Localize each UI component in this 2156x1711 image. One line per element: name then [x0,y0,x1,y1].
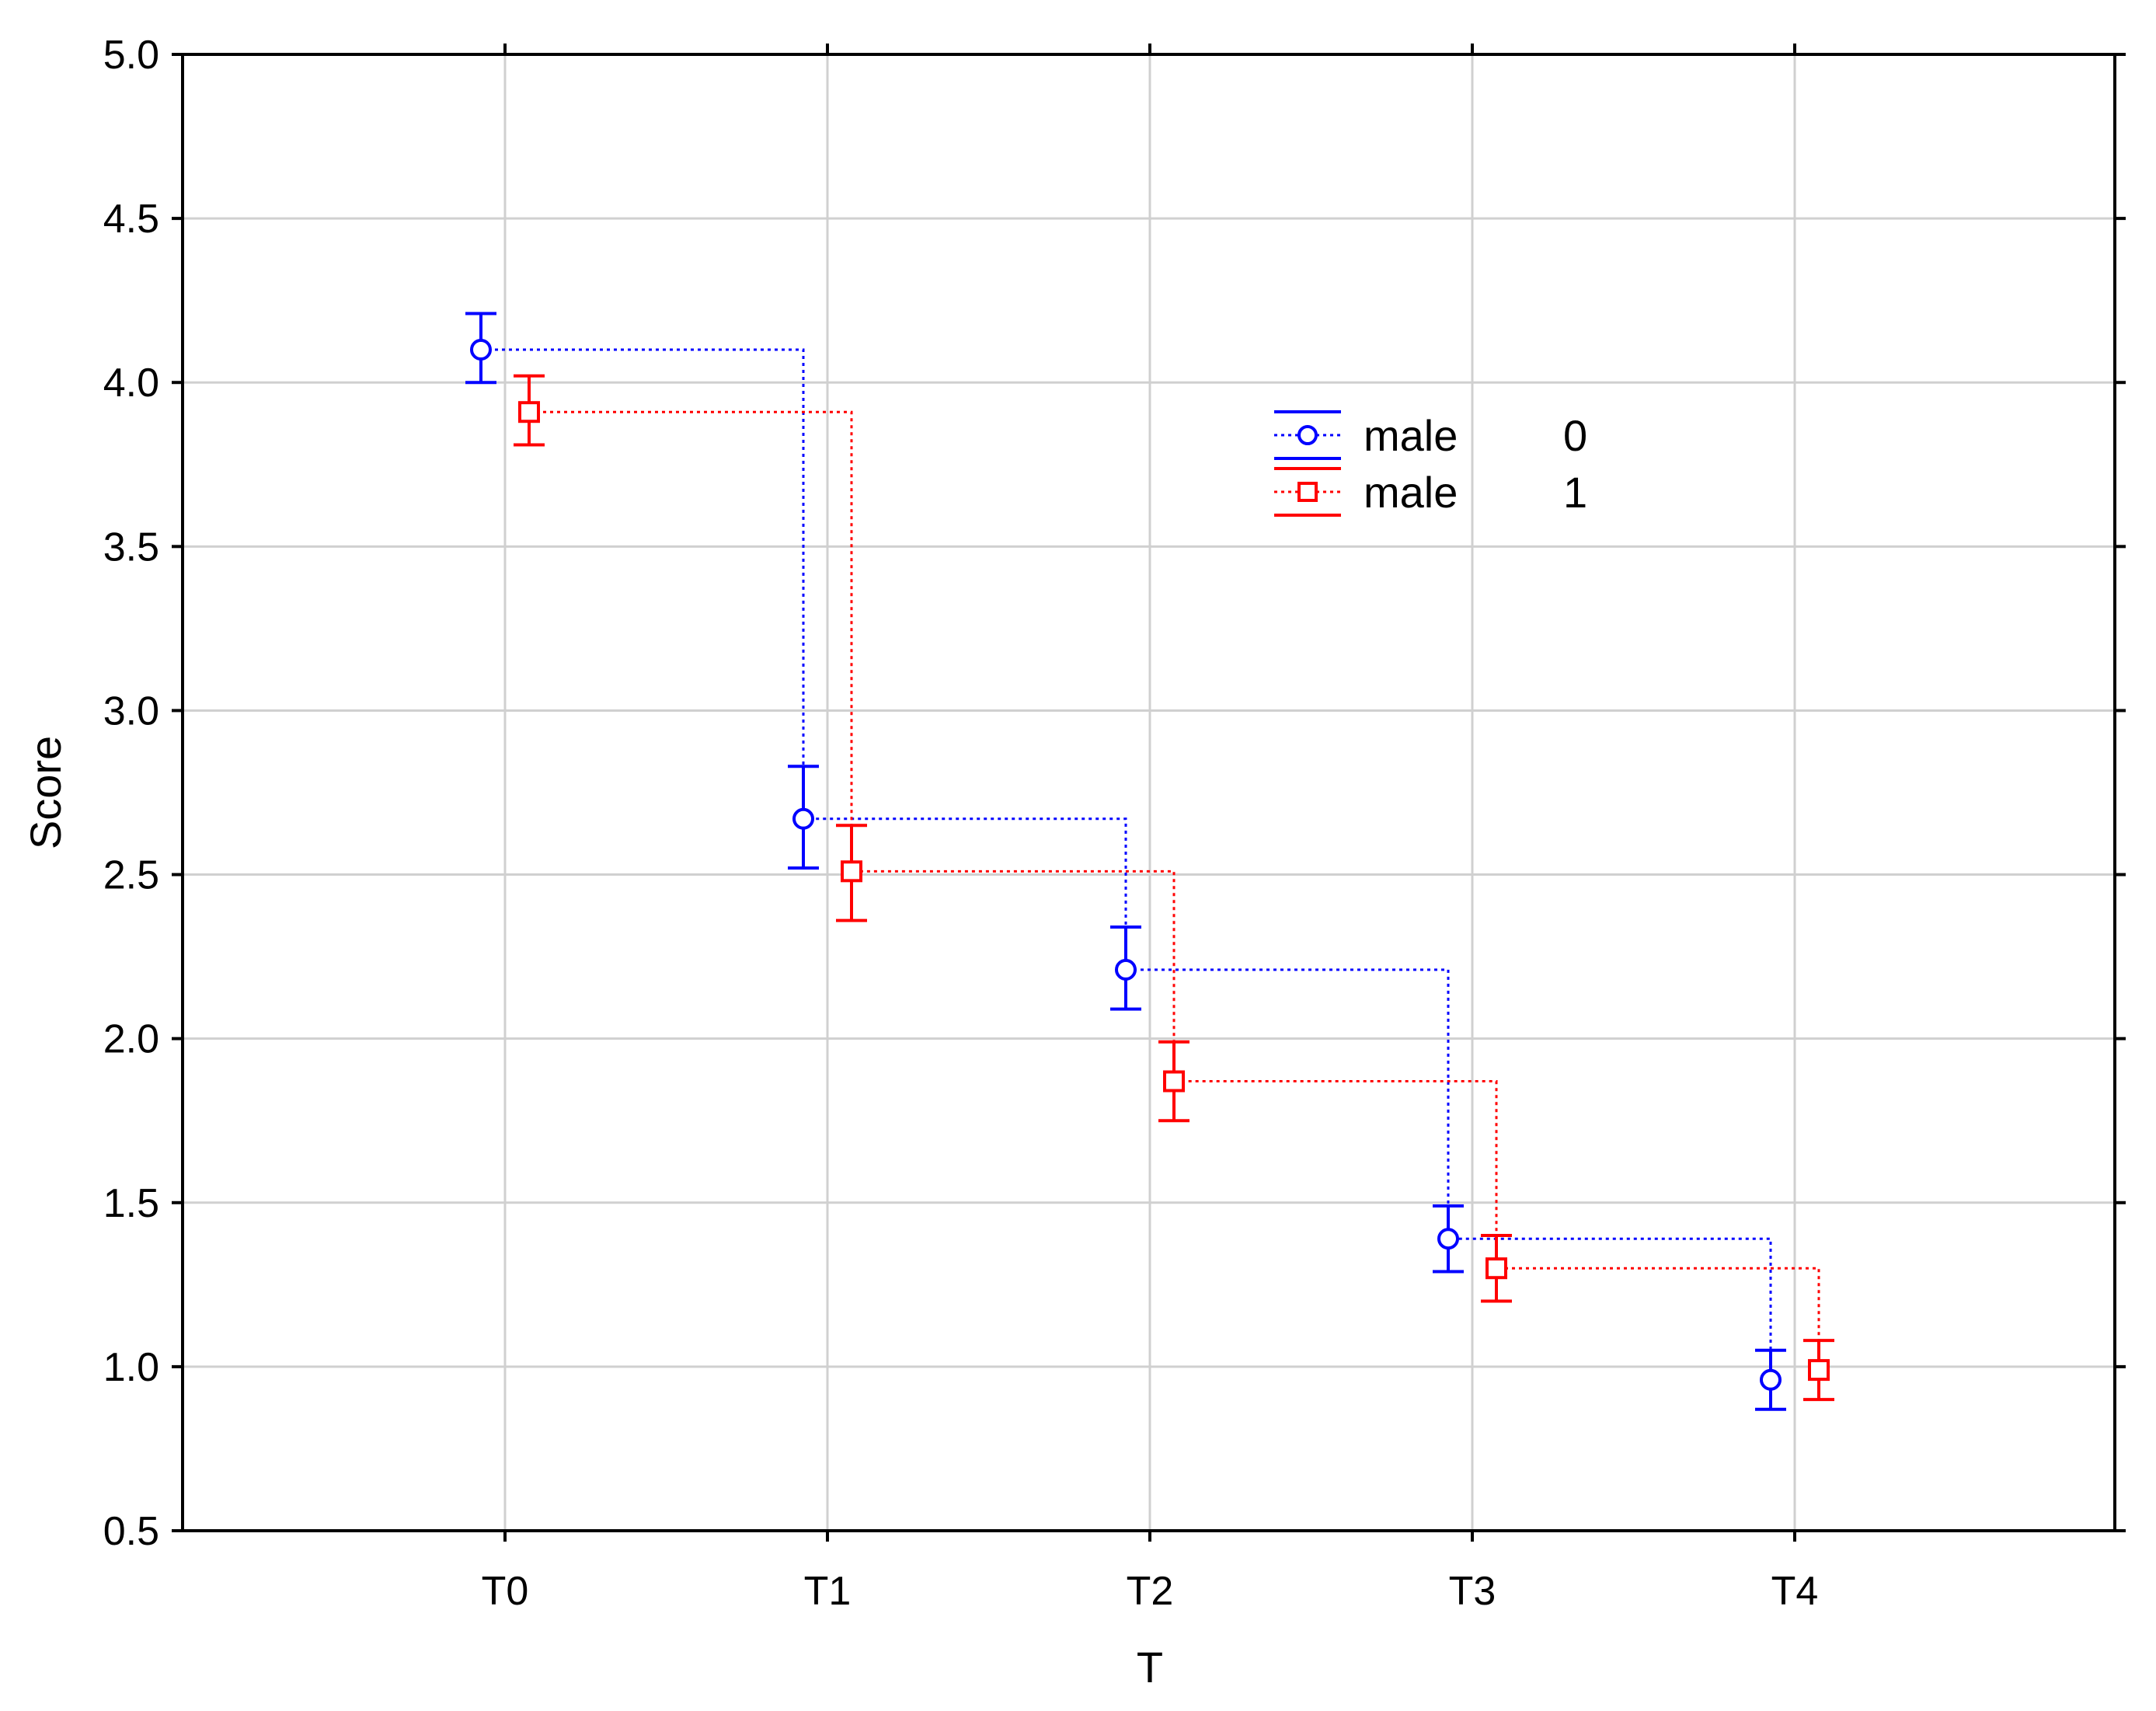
data-point [1115,959,1137,981]
y-axis-title: Score [21,736,70,849]
legend: male 0 male 1 [1274,410,1587,517]
series-layer [465,312,1834,1411]
y-tick-label: 3.5 [103,524,159,570]
legend-symbol-0 [1274,410,1341,460]
data-point [1486,1257,1507,1280]
legend-symbol-1 [1274,467,1341,517]
y-tick-label: 1.0 [103,1345,159,1390]
series-0 [465,312,1786,1411]
series-0-step-line [481,348,1772,1380]
x-tick-label: T0 [482,1569,529,1614]
series-1-step-line [529,410,1820,1371]
series-1 [514,374,1834,1402]
legend-item-series-0: male 0 [1274,410,1587,460]
data-point [1163,1070,1185,1092]
legend-label-0: male [1364,411,1458,460]
grid [183,53,2115,1532]
legend-item-series-1: male 1 [1274,467,1587,517]
x-tick-label: T3 [1449,1569,1496,1614]
data-point [841,860,862,883]
x-tick-label: T1 [804,1569,852,1614]
data-point [1808,1359,1830,1382]
x-tick-label: T2 [1127,1569,1174,1614]
legend-marker [1297,482,1318,502]
legend-label-1: male [1364,468,1458,517]
legend-marker [1297,425,1318,445]
y-tick-label: 5.0 [103,33,159,78]
data-point [1437,1228,1459,1250]
data-point [518,401,540,423]
x-tick-label: T4 [1771,1569,1819,1614]
y-tick-label: 0.5 [103,1509,159,1554]
x-axis-title: T [1137,1643,1163,1692]
y-tick-label: 1.5 [103,1181,159,1226]
y-tick-label: 2.5 [103,853,159,898]
axes: 0.5 1.0 1.5 2.0 2.5 3.0 3.5 4.0 4.5 5.0 T0 T1 T2 T3 T4 [103,33,2126,1614]
data-point [470,339,492,361]
data-point [792,807,814,830]
data-point [1760,1368,1782,1391]
y-tick-label: 2.0 [103,1017,159,1062]
y-tick-label: 4.0 [103,361,159,406]
y-tick-label: 4.5 [103,197,159,242]
legend-value-1: 1 [1563,468,1587,517]
legend-value-0: 0 [1563,411,1587,460]
y-tick-label: 3.0 [103,688,159,734]
